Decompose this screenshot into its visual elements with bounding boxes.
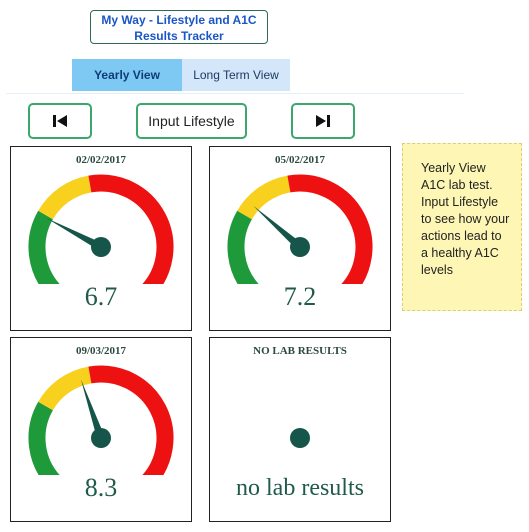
a1c-gauge — [28, 365, 174, 475]
tabs-divider — [6, 93, 464, 94]
app-title: My Way - Lifestyle and A1C Results Track… — [90, 10, 268, 44]
sticky-note: Yearly View A1C lab test. Input Lifestyl… — [402, 143, 522, 311]
gauge-needle — [46, 217, 103, 251]
empty-gauge — [290, 428, 310, 448]
gauge-yellow-arc — [38, 175, 92, 220]
gauge-panel: 02/02/2017 6.7 — [10, 146, 192, 331]
panel-date: 09/03/2017 — [75, 345, 127, 357]
gauge-hub — [290, 428, 310, 448]
next-button[interactable] — [291, 103, 355, 139]
no-lab-results-text: no lab results — [236, 475, 364, 501]
no-lab-panel: NO LAB RESULTS no lab results — [209, 337, 391, 522]
gauge-panel: 09/03/2017 8.3 — [10, 337, 192, 522]
gauge-needle — [80, 379, 105, 440]
skip-back-icon — [53, 115, 67, 127]
gauge-hub — [91, 237, 111, 257]
gauge-hub — [91, 428, 111, 448]
skip-forward-icon — [316, 115, 330, 127]
gauge-red-arc — [88, 365, 174, 475]
panel-date: 05/02/2017 — [274, 154, 326, 166]
tab-yearly-view[interactable]: Yearly View — [72, 59, 182, 91]
a1c-value: 6.7 — [84, 282, 118, 311]
previous-button[interactable] — [28, 103, 92, 139]
a1c-gauge — [28, 174, 174, 284]
panel-date: NO LAB RESULTS — [253, 345, 347, 357]
a1c-value: 7.2 — [283, 282, 317, 311]
input-lifestyle-button[interactable]: Input Lifestyle — [136, 103, 247, 139]
view-tabs: Yearly View Long Term View — [72, 59, 290, 91]
tab-long-term-view[interactable]: Long Term View — [182, 59, 290, 91]
a1c-value: 8.3 — [84, 473, 118, 502]
a1c-gauge — [227, 174, 373, 284]
gauge-yellow-arc — [38, 366, 92, 411]
gauge-green-arc — [28, 401, 60, 475]
gauge-needle — [253, 205, 303, 251]
gauge-hub — [290, 237, 310, 257]
gauge-green-arc — [227, 210, 259, 284]
gauge-red-arc — [88, 174, 174, 284]
gauge-red-arc — [287, 174, 373, 284]
panel-date: 02/02/2017 — [75, 154, 127, 166]
gauge-yellow-arc — [237, 175, 291, 220]
gauge-panel: 05/02/2017 7.2 — [209, 146, 391, 331]
gauge-green-arc — [28, 210, 60, 284]
